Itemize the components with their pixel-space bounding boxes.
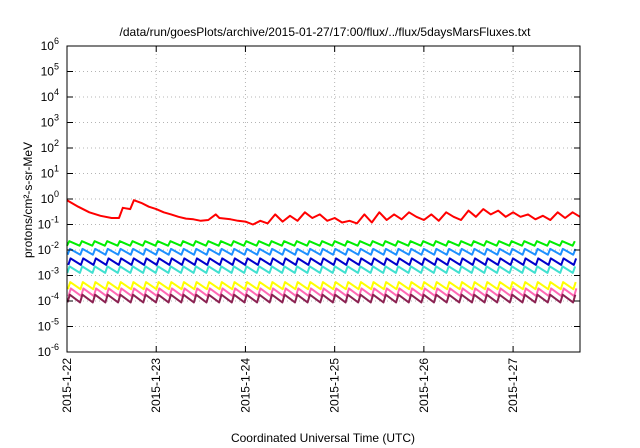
y-axis: 10-6 10-5 10-4 10-3 10-2 10-1 100 101 102 103 104 1…: [38, 36, 580, 359]
y-tick-label: 10-2: [38, 240, 59, 257]
y-tick-label: 100: [41, 189, 59, 206]
x-tick-label: 2015-1-24: [238, 358, 252, 413]
y-tick-label: 10-1: [38, 215, 59, 232]
y-tick-label: 10-4: [38, 291, 59, 308]
y-tick-label: 105: [41, 62, 59, 79]
series-line-7: [67, 287, 578, 298]
series-layer: [66, 199, 581, 304]
y-tick-label: 104: [41, 87, 59, 104]
y-tick-label: 10-6: [38, 342, 59, 359]
x-tick-label: 2015-1-22: [60, 358, 74, 413]
x-axis-label: Coordinated Universal Time (UTC): [231, 431, 415, 445]
series-line-6: [66, 281, 577, 291]
y-tick-label: 10-3: [38, 266, 59, 283]
grid: [67, 46, 580, 352]
series-line-3: [66, 247, 577, 256]
x-tick-label: 2015-1-26: [417, 358, 431, 413]
y-tick-label: 106: [41, 36, 59, 53]
chart-title: /data/run/goesPlots/archive/2015-01-27/1…: [120, 25, 532, 39]
y-tick-label: 102: [41, 138, 59, 155]
y-tick-label: 103: [41, 113, 59, 130]
y-tick-label: 10-5: [38, 317, 59, 334]
x-axis: 2015-1-22 2015-1-23 2015-1-24 2015-1-25 2015…: [60, 46, 520, 413]
series-line-1: [66, 199, 581, 226]
x-tick-label: 2015-1-23: [149, 358, 163, 413]
series-line-4: [67, 257, 578, 266]
series-line-2: [66, 240, 576, 247]
y-axis-label: protons/cm²-s-sr-MeV: [21, 142, 35, 258]
x-tick-label: 2015-1-27: [506, 358, 520, 413]
x-tick-label: 2015-1-25: [328, 358, 342, 413]
series-line-8: [66, 293, 577, 304]
y-tick-label: 101: [41, 164, 59, 181]
series-line-5: [66, 265, 577, 274]
